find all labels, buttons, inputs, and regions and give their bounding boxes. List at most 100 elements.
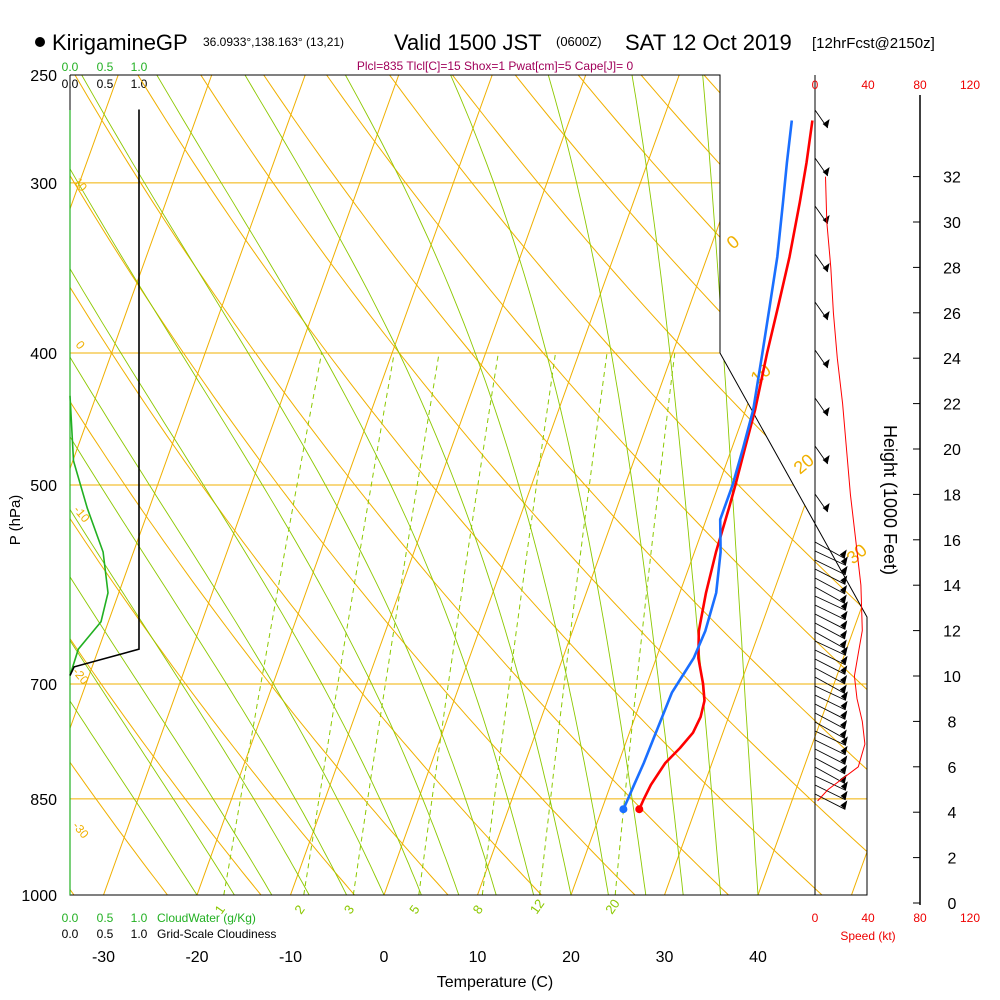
wind-barb-flag bbox=[840, 700, 848, 710]
height-tick-label: 8 bbox=[948, 714, 957, 731]
isotherm-line bbox=[851, 75, 867, 895]
mixing-ratio-label: 20 bbox=[602, 896, 623, 916]
speed-tick-label: 120 bbox=[960, 78, 980, 92]
temperature-tick-label: -20 bbox=[185, 949, 208, 966]
height-tick-label: 26 bbox=[943, 306, 961, 323]
speed-tick-label: 0 bbox=[812, 911, 819, 925]
cloudiness-tick: 0.0 bbox=[62, 927, 79, 941]
wind-barb bbox=[814, 622, 846, 640]
moist-adiabat-line bbox=[70, 75, 422, 895]
isotherm-line bbox=[103, 75, 400, 895]
moist-adiabat-label: 0 bbox=[723, 231, 744, 253]
height-tick-label: 0 bbox=[948, 896, 957, 913]
wind-barb bbox=[814, 640, 847, 656]
valid-date: SAT 12 Oct 2019 bbox=[625, 30, 792, 55]
wind-barb-flag bbox=[822, 215, 830, 225]
wind-barb-flag bbox=[840, 646, 848, 656]
isotherm-line bbox=[290, 75, 587, 895]
dry-adiabat-line bbox=[495, 75, 867, 895]
pressure-tick-label: 500 bbox=[30, 478, 57, 495]
wind-barb-flag bbox=[839, 729, 847, 739]
moist-adiabat-label: 20 bbox=[790, 450, 818, 478]
pressure-tick-label: 1000 bbox=[21, 888, 57, 905]
dry-adiabat-line bbox=[70, 75, 475, 895]
temperature-line bbox=[638, 120, 814, 810]
dry-adiabat-line bbox=[309, 75, 867, 895]
valid-utc: (0600Z) bbox=[556, 34, 602, 49]
dry-adiabat-line bbox=[744, 75, 867, 895]
wind-barb bbox=[814, 703, 846, 720]
wind-barb bbox=[814, 694, 846, 711]
wind-barb-flag bbox=[840, 736, 848, 746]
height-tick-label: 24 bbox=[943, 351, 961, 368]
wind-barb bbox=[814, 586, 845, 604]
station-marker-icon bbox=[35, 37, 45, 47]
dry-adiabat-line bbox=[806, 75, 867, 895]
cloud-water-tick: 1.0 bbox=[131, 911, 148, 925]
temperature-tick-label: -10 bbox=[279, 949, 302, 966]
pressure-tick-label: 250 bbox=[30, 68, 57, 85]
wind-barb-flag bbox=[840, 710, 848, 720]
height-tick-label: 28 bbox=[943, 260, 961, 277]
mixing-ratio-label: 5 bbox=[406, 902, 422, 917]
wind-barb-flag bbox=[822, 455, 830, 465]
wind-barb-flag bbox=[839, 639, 847, 649]
wind-barb-flag bbox=[822, 119, 830, 129]
moist-adiabat-line bbox=[700, 75, 759, 895]
speed-axis-title: Speed (kt) bbox=[840, 929, 895, 943]
isotherm-line bbox=[0, 75, 25, 895]
height-tick-label: 20 bbox=[943, 442, 961, 459]
wind-barb bbox=[814, 730, 847, 746]
pressure-tick-label: 300 bbox=[30, 176, 57, 193]
mixing-ratio-label: 8 bbox=[470, 902, 486, 917]
station-name: KirigamineGP bbox=[52, 30, 188, 55]
height-tick-label: 30 bbox=[943, 215, 961, 232]
height-tick-label: 10 bbox=[943, 669, 961, 686]
wind-barb bbox=[814, 667, 846, 685]
forecast-info: [12hrFcst@2150z] bbox=[812, 35, 935, 52]
wind-barb bbox=[814, 595, 847, 611]
height-tick-label: 12 bbox=[943, 624, 961, 641]
wind-barb-flag bbox=[840, 691, 848, 701]
cloud-water-label: CloudWater (g/Kg) bbox=[157, 911, 256, 925]
mixing-ratio-line bbox=[352, 352, 440, 895]
temperature-tick-label: 10 bbox=[469, 949, 487, 966]
cloudiness-tick: 1.0 bbox=[131, 927, 148, 941]
dry-adiabat-line bbox=[70, 75, 665, 895]
height-tick-label: 6 bbox=[948, 760, 957, 777]
speed-tick-label: 40 bbox=[861, 78, 875, 92]
speed-tick-label: 120 bbox=[960, 911, 980, 925]
wind-barb-flag bbox=[840, 584, 848, 594]
cloud-water-tick: 0.0 bbox=[62, 911, 79, 925]
wind-barb bbox=[814, 739, 846, 756]
moist-adiabats bbox=[70, 75, 759, 895]
moist-adiabat-line bbox=[142, 75, 535, 895]
cloudiness-tick: 1.0 bbox=[131, 77, 148, 91]
wind-barb-flag bbox=[840, 755, 848, 765]
wind-barb-flag bbox=[839, 549, 847, 559]
background-lines bbox=[0, 75, 867, 895]
speed-tick-label: 80 bbox=[913, 911, 927, 925]
cloud-water-tick: 0.5 bbox=[97, 911, 114, 925]
wind-barb-flag bbox=[840, 575, 848, 585]
height-axis-title: Height (1000 Feet) bbox=[880, 425, 900, 575]
dry-adiabat-line bbox=[433, 75, 867, 895]
wind-barb-flag bbox=[840, 790, 848, 800]
moist-adiabat-line bbox=[627, 75, 722, 895]
wind-barbs bbox=[814, 109, 848, 810]
wind-barb bbox=[814, 784, 846, 801]
mixing-ratio-label: 3 bbox=[341, 902, 357, 917]
wind-barb bbox=[814, 649, 846, 666]
x-axis-title: Temperature (C) bbox=[437, 974, 553, 991]
moist-adiabat-line bbox=[70, 75, 310, 895]
wind-barb bbox=[814, 568, 846, 585]
wind-barb-flag bbox=[840, 665, 848, 675]
height-tick-label: 14 bbox=[943, 578, 961, 595]
wind-barb bbox=[814, 559, 846, 576]
height-tick-label: 4 bbox=[948, 805, 957, 822]
dry-adiabat-line bbox=[184, 75, 867, 895]
moist-adiabat-line bbox=[70, 75, 460, 895]
mixing-ratio-lines bbox=[223, 352, 676, 895]
